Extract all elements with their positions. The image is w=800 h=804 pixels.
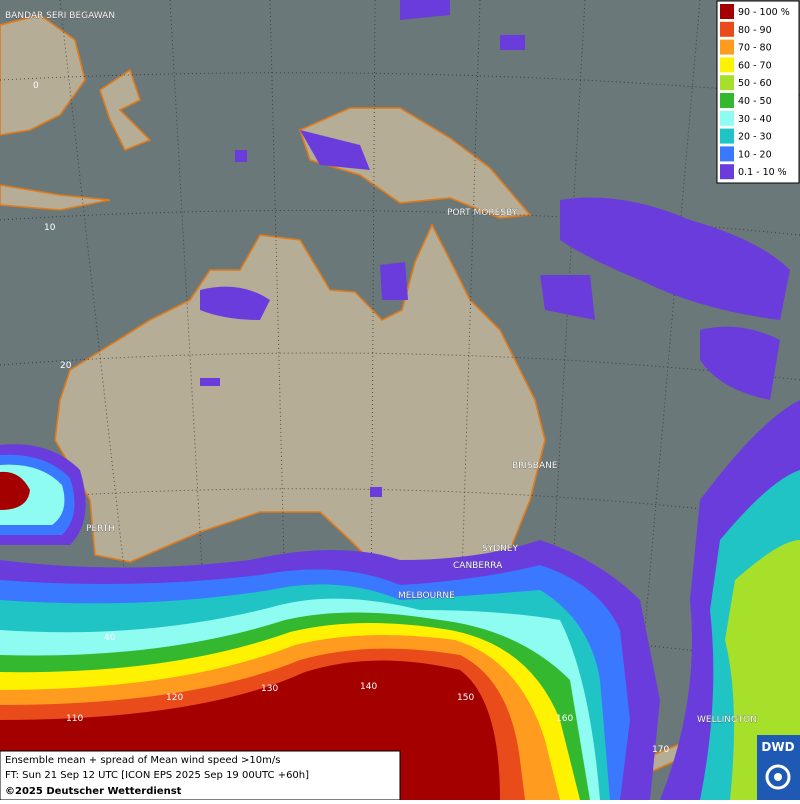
city-label: CANBERRA — [453, 561, 503, 571]
legend-swatch — [720, 128, 734, 144]
legend-swatch — [720, 110, 734, 126]
graticule-labels: 0 10 20 40 110 120 130 140 150 160 170 — [33, 81, 669, 755]
city-label: PERTH — [86, 524, 115, 534]
probability-area — [700, 326, 780, 400]
probability-area — [300, 130, 370, 170]
longitude-label: 120 — [166, 693, 183, 703]
probability-area — [200, 286, 270, 320]
caption-line: FT: Sun 21 Sep 12 UTC [ICON EPS 2025 Sep… — [5, 770, 309, 781]
probability-area — [540, 275, 595, 320]
probability-area — [380, 262, 408, 300]
city-label: SYDNEY — [482, 544, 519, 554]
probability-area — [560, 197, 790, 320]
longitude-label: 170 — [652, 745, 669, 755]
city-label: PORT MORESBY — [447, 208, 518, 218]
probability-area — [200, 378, 220, 386]
caption-box — [0, 750, 401, 801]
longitude-label: 130 — [261, 684, 278, 694]
legend-swatch — [720, 57, 734, 73]
place-labels: BANDAR SERI BEGAWAN PORT MORESBY BRISBAN… — [5, 11, 757, 725]
legend: 90 - 100 % 80 - 90 70 - 80 60 - 70 50 - 60 40… — [716, 0, 800, 184]
caption: Ensemble mean + spread of Mean wind spee… — [0, 750, 401, 801]
legend-swatch — [720, 21, 734, 37]
legend-label: 80 - 90 — [738, 25, 772, 36]
legend-swatch — [720, 164, 734, 180]
logo: DWD — [757, 735, 800, 800]
legend-label: 70 - 80 — [738, 43, 772, 54]
longitude-label: 160 — [556, 714, 573, 724]
city-label: BANDAR SERI BEGAWAN — [5, 11, 115, 21]
legend-swatch — [720, 93, 734, 108]
city-label: BRISBANE — [512, 461, 558, 471]
legend-label: 90 - 100 % — [738, 7, 790, 18]
longitude-label: 110 — [66, 714, 83, 724]
probability-area — [235, 150, 247, 162]
probability-area — [400, 0, 450, 20]
probability-area — [370, 487, 382, 497]
latitude-label: 40 — [104, 633, 116, 643]
latitude-label: 0 — [33, 81, 39, 91]
probability-area — [500, 35, 525, 50]
legend-label: 10 - 20 — [738, 149, 772, 160]
legend-label: 20 - 30 — [738, 132, 772, 143]
logo-icon — [765, 764, 791, 790]
city-label: MELBOURNE — [398, 591, 455, 601]
caption-line: ©2025 Deutscher Wetterdienst — [5, 786, 182, 797]
longitude-label: 150 — [457, 693, 474, 703]
city-label: WELLINGTON — [697, 715, 757, 725]
legend-swatch — [720, 39, 734, 55]
latitude-label: 10 — [44, 223, 56, 233]
legend-swatch — [720, 146, 734, 162]
longitude-label: 140 — [360, 682, 377, 692]
legend-swatch — [720, 75, 734, 91]
legend-label: 40 - 50 — [738, 96, 772, 107]
legend-swatch — [720, 4, 734, 19]
latitude-label: 20 — [60, 361, 72, 371]
legend-label: 30 - 40 — [738, 114, 772, 125]
logo-text: DWD — [761, 740, 794, 754]
logo-icon — [774, 773, 782, 781]
legend-label: 0.1 - 10 % — [738, 167, 787, 178]
legend-label: 50 - 60 — [738, 78, 772, 89]
caption-line: Ensemble mean + spread of Mean wind spee… — [5, 755, 280, 766]
legend-label: 60 - 70 — [738, 60, 772, 71]
probability-area — [0, 471, 30, 510]
